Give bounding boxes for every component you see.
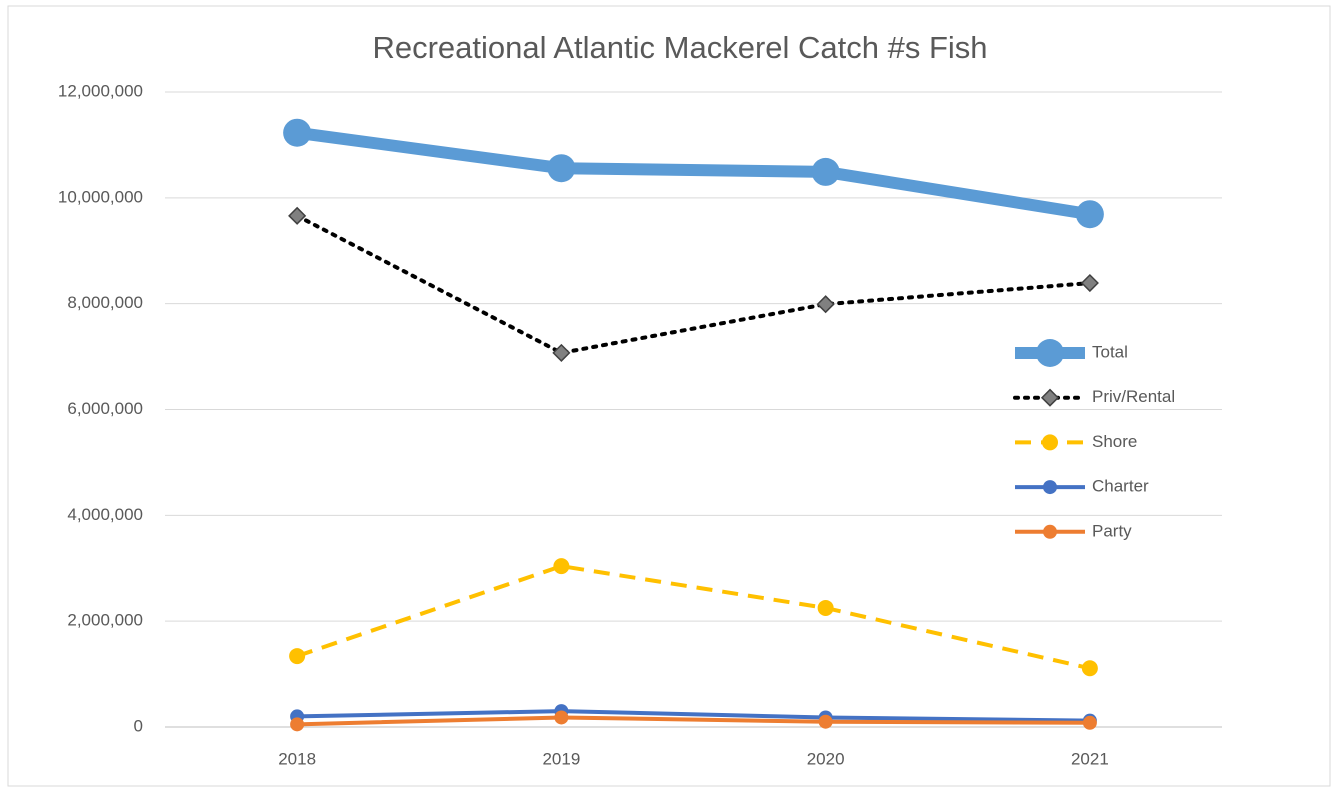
legend-label: Total (1092, 342, 1128, 361)
series-line (297, 715, 1090, 727)
point (1080, 273, 1099, 293)
point (289, 648, 306, 665)
x-tick-label: 2018 (278, 749, 316, 768)
y-tick-label: 8,000,000 (67, 293, 143, 312)
legend-label: Priv/Rental (1092, 387, 1175, 406)
point (290, 717, 305, 732)
series-line (296, 564, 1091, 671)
chart-border (7, 5, 1331, 787)
series-line (295, 213, 1092, 355)
point (816, 295, 835, 314)
point (552, 343, 571, 362)
y-tick-label: 0 (134, 716, 143, 735)
y-tick-label: 12,000,000 (58, 81, 143, 100)
point (1082, 715, 1097, 730)
y-tick-label: 4,000,000 (67, 505, 143, 524)
point (288, 206, 307, 225)
point (811, 157, 840, 186)
series-line (296, 126, 1091, 221)
x-tick-label: 2019 (542, 749, 580, 768)
point (283, 118, 312, 147)
legend-label: Charter (1092, 477, 1149, 496)
legend-marker (1043, 480, 1057, 495)
legend-label: Shore (1092, 432, 1137, 451)
chart-title: Recreational Atlantic Mackerel Catch #s … (372, 30, 987, 65)
x-tick-label: 2020 (807, 749, 845, 768)
point (1081, 660, 1098, 677)
y-tick-label: 6,000,000 (67, 399, 143, 418)
point (553, 558, 570, 575)
point (1075, 200, 1104, 229)
point (547, 154, 576, 183)
legend-marker (1036, 339, 1064, 367)
y-tick-label: 2,000,000 (67, 611, 143, 630)
legend-marker (1040, 388, 1060, 407)
x-tick-label: 2021 (1071, 749, 1109, 768)
point (554, 710, 569, 725)
point (818, 714, 833, 729)
series-line (297, 709, 1090, 723)
point (817, 599, 834, 616)
legend-label: Party (1092, 521, 1132, 540)
legend-marker (1042, 434, 1058, 451)
y-tick-label: 10,000,000 (58, 187, 143, 206)
legend-marker (1043, 524, 1057, 539)
